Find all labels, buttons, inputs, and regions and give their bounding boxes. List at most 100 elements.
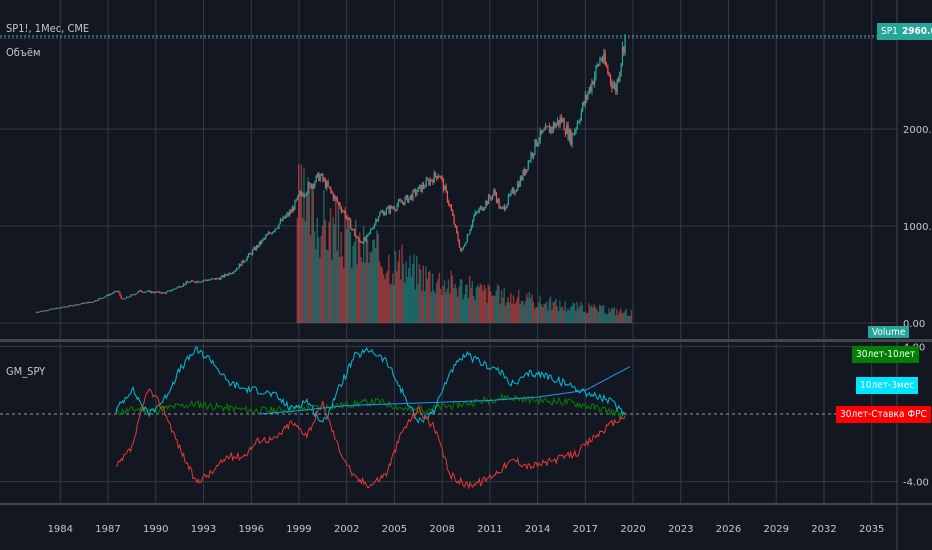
- price-candle: [74, 304, 76, 306]
- price-candle: [67, 306, 69, 308]
- volume-bar: [369, 251, 371, 323]
- volume-bar: [625, 308, 627, 323]
- price-candle: [179, 286, 181, 288]
- volume-bar: [311, 186, 313, 323]
- price-candle: [608, 73, 610, 75]
- price-candle: [269, 232, 271, 234]
- volume-bar: [344, 207, 346, 323]
- price-candle: [592, 81, 594, 85]
- price-candle: [466, 235, 468, 243]
- price-candle: [550, 126, 552, 133]
- price-candle: [304, 194, 307, 196]
- price-candle: [127, 296, 129, 298]
- price-candle: [208, 279, 210, 281]
- price-candle: [580, 110, 582, 120]
- price-candle: [583, 102, 585, 105]
- price-candle: [63, 306, 65, 308]
- volume-bar: [600, 305, 602, 323]
- price-candle: [490, 197, 492, 199]
- price-candle: [149, 290, 152, 293]
- volume-bar: [320, 235, 322, 323]
- legend-30y-10y[interactable]: 30лет-10лет: [852, 346, 920, 363]
- price-candle: [155, 291, 157, 293]
- volume-bar: [523, 304, 525, 323]
- volume-bar: [613, 307, 615, 323]
- price-candle: [274, 228, 276, 232]
- price-candle: [164, 292, 166, 294]
- price-candle: [359, 240, 361, 243]
- price-candle: [424, 186, 426, 188]
- price-candle: [240, 263, 242, 267]
- x-tick-label: 1999: [286, 524, 311, 535]
- volume-bar: [437, 279, 439, 323]
- price-candle: [273, 231, 275, 233]
- price-candle: [42, 310, 44, 312]
- legend-30y-fed[interactable]: 30лет-Ставка ФРС: [836, 406, 931, 423]
- price-candle: [391, 205, 393, 209]
- price-candle: [384, 213, 386, 216]
- volume-bar: [443, 280, 446, 323]
- price-candle: [343, 211, 345, 213]
- price-candle: [65, 306, 67, 308]
- price-candle: [55, 307, 57, 309]
- price-candle: [509, 194, 511, 196]
- price-candle: [502, 206, 504, 208]
- volume-bar: [366, 239, 369, 323]
- price-candle: [186, 281, 189, 283]
- price-candle: [346, 217, 348, 219]
- x-tick-label: 1990: [143, 524, 168, 535]
- price-candle: [430, 179, 433, 181]
- symbol-info[interactable]: SP1!, 1Мес, CME: [6, 22, 90, 35]
- volume-bar: [404, 282, 406, 323]
- price-candle: [352, 228, 354, 230]
- price-candle: [525, 169, 527, 175]
- price-candle: [554, 123, 556, 128]
- price-candle: [233, 271, 235, 273]
- volume-bar: [406, 277, 409, 323]
- price-candle: [567, 125, 569, 140]
- price-candle: [623, 47, 625, 53]
- volume-bar: [388, 254, 390, 323]
- price-candle: [286, 213, 288, 216]
- volume-bar: [361, 261, 364, 323]
- volume-bar: [303, 168, 305, 323]
- volume-bar: [474, 300, 476, 323]
- price-candle: [250, 253, 252, 255]
- price-candle: [612, 85, 614, 88]
- price-candle: [99, 297, 101, 299]
- price-candle: [360, 241, 362, 243]
- price-candle: [122, 298, 124, 300]
- price-candle: [574, 130, 576, 135]
- price-candle: [552, 123, 555, 131]
- pane-separator: [0, 339, 932, 342]
- volume-bar: [519, 304, 521, 323]
- price-candle: [318, 173, 320, 181]
- volume-bar: [518, 289, 520, 323]
- price-candle: [371, 229, 373, 231]
- price-candle: [609, 74, 612, 83]
- volume-bar: [309, 235, 312, 323]
- volume-label[interactable]: Объём: [6, 46, 41, 59]
- volume-bar: [556, 306, 558, 323]
- price-candle: [183, 283, 185, 286]
- price-candle: [594, 75, 596, 85]
- indicator-name[interactable]: GM_SPY: [6, 365, 46, 378]
- price-candle: [148, 290, 150, 292]
- x-tick-label: 1984: [48, 524, 73, 535]
- volume-bar: [621, 313, 623, 323]
- volume-bar: [396, 271, 398, 323]
- volume-bar: [479, 283, 482, 323]
- price-candle: [356, 236, 358, 238]
- price-candle: [242, 260, 244, 263]
- price-candle: [295, 199, 297, 201]
- price-candle: [118, 290, 120, 293]
- price-candle: [379, 212, 381, 217]
- price-candle: [419, 185, 421, 187]
- legend-10y-3m[interactable]: 10лет-3мес: [856, 377, 919, 394]
- volume-bar: [502, 297, 504, 323]
- volume-bar: [520, 301, 523, 323]
- volume-bar: [449, 293, 451, 323]
- volume-bar: [412, 263, 414, 323]
- price-candle: [91, 301, 93, 303]
- price-candle: [338, 202, 340, 204]
